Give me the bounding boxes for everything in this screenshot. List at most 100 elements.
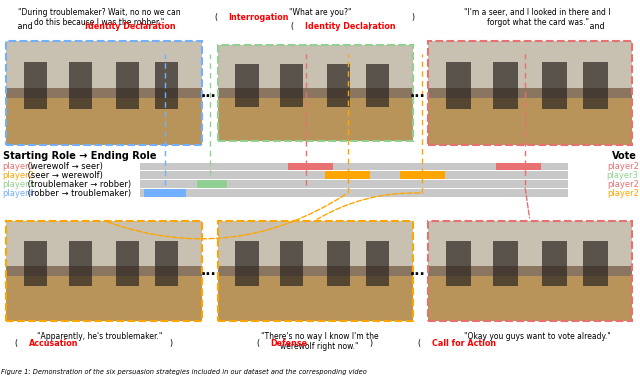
Bar xyxy=(24,241,47,286)
Bar xyxy=(69,62,92,108)
Text: Figure 1: Demonstration of the six persuasion strategies included in our dataset: Figure 1: Demonstration of the six persu… xyxy=(1,368,367,375)
Bar xyxy=(280,241,303,286)
Bar xyxy=(6,221,202,266)
Bar xyxy=(446,62,470,108)
Bar xyxy=(428,221,632,321)
Text: player2: player2 xyxy=(607,162,639,171)
Bar xyxy=(542,241,567,286)
Text: Identity Declaration: Identity Declaration xyxy=(305,22,396,31)
Bar xyxy=(428,221,632,321)
Bar xyxy=(6,221,202,321)
Bar xyxy=(542,62,567,108)
Text: player2: player2 xyxy=(607,180,639,189)
Bar xyxy=(140,189,568,197)
Text: Call for Action: Call for Action xyxy=(432,339,496,348)
Bar xyxy=(140,180,568,188)
Bar xyxy=(6,276,202,321)
Bar xyxy=(327,241,350,286)
Text: (troublemaker → robber): (troublemaker → robber) xyxy=(25,180,131,189)
Bar xyxy=(218,221,413,266)
Text: (werewolf → seer): (werewolf → seer) xyxy=(25,162,103,171)
Bar xyxy=(116,241,139,286)
Text: ...: ... xyxy=(410,86,426,100)
Bar xyxy=(218,98,413,141)
Text: and: and xyxy=(587,22,607,31)
Text: player3: player3 xyxy=(2,180,34,189)
Bar xyxy=(69,241,92,286)
Text: player3: player3 xyxy=(607,171,639,180)
Bar xyxy=(140,163,568,170)
Text: Accusation: Accusation xyxy=(29,339,78,348)
Bar xyxy=(583,241,608,286)
Text: "During troublemaker? Wait, no no we can
do this because I was the robber.": "During troublemaker? Wait, no no we can… xyxy=(18,8,180,27)
Bar xyxy=(144,189,186,197)
Text: ...: ... xyxy=(201,264,216,278)
Bar xyxy=(493,241,518,286)
Text: "There's no way I know I'm the
werewolf right now.": "There's no way I know I'm the werewolf … xyxy=(261,332,379,351)
Bar xyxy=(327,64,350,107)
Bar xyxy=(428,41,632,145)
Text: and: and xyxy=(15,22,35,31)
Text: Interrogation: Interrogation xyxy=(228,13,289,22)
Text: "What are you?": "What are you?" xyxy=(289,8,351,17)
Bar xyxy=(218,45,413,88)
Bar xyxy=(6,221,202,321)
Text: player2: player2 xyxy=(607,188,639,198)
Text: Defense: Defense xyxy=(271,339,308,348)
Bar xyxy=(428,221,632,266)
Text: ): ) xyxy=(412,13,415,22)
Bar xyxy=(140,171,568,179)
Text: ): ) xyxy=(369,339,372,348)
Bar xyxy=(583,62,608,108)
Bar xyxy=(218,276,413,321)
Bar xyxy=(280,64,303,107)
Bar xyxy=(6,41,202,87)
Bar xyxy=(155,241,178,286)
Bar xyxy=(197,180,227,188)
Text: "I'm a seer, and I looked in there and I
forgot what the card was.": "I'm a seer, and I looked in there and I… xyxy=(465,8,611,27)
Bar xyxy=(428,276,632,321)
Bar xyxy=(366,64,389,107)
Text: (robber → troublemaker): (robber → troublemaker) xyxy=(25,188,131,198)
Bar xyxy=(116,62,139,108)
Text: ): ) xyxy=(170,339,173,348)
Bar xyxy=(428,41,632,87)
Bar xyxy=(493,62,518,108)
Text: (: ( xyxy=(291,22,294,31)
Bar xyxy=(218,221,413,321)
Bar xyxy=(218,221,413,321)
Text: ...: ... xyxy=(410,264,426,278)
Bar xyxy=(366,241,389,286)
Bar xyxy=(400,171,445,179)
Bar xyxy=(235,64,259,107)
Bar xyxy=(428,98,632,145)
Text: Vote: Vote xyxy=(612,151,637,161)
Text: player1: player1 xyxy=(2,162,34,171)
Text: (seer → werewolf): (seer → werewolf) xyxy=(25,171,103,180)
Bar xyxy=(496,163,541,170)
Bar xyxy=(6,41,202,145)
Bar xyxy=(428,41,632,145)
Text: ): ) xyxy=(367,22,371,31)
Text: Starting Role → Ending Role: Starting Role → Ending Role xyxy=(3,151,157,161)
Bar xyxy=(325,171,370,179)
Bar xyxy=(446,241,470,286)
Text: (: ( xyxy=(15,339,17,348)
Text: "Apparently, he's troublemaker.": "Apparently, he's troublemaker." xyxy=(36,332,162,341)
Bar xyxy=(155,62,178,108)
Text: "Okay you guys want to vote already.": "Okay you guys want to vote already." xyxy=(464,332,611,341)
Text: ...: ... xyxy=(201,86,216,100)
Text: (: ( xyxy=(257,339,260,348)
Bar xyxy=(24,62,47,108)
Bar xyxy=(288,163,333,170)
Text: Identity Declaration: Identity Declaration xyxy=(85,22,176,31)
Bar xyxy=(6,41,202,145)
Bar xyxy=(218,45,413,141)
Text: (: ( xyxy=(214,13,217,22)
Bar xyxy=(6,98,202,145)
Bar xyxy=(218,45,413,141)
Text: player4: player4 xyxy=(2,188,34,198)
Text: player2: player2 xyxy=(2,171,34,180)
Bar xyxy=(235,241,259,286)
Text: (: ( xyxy=(418,339,420,348)
